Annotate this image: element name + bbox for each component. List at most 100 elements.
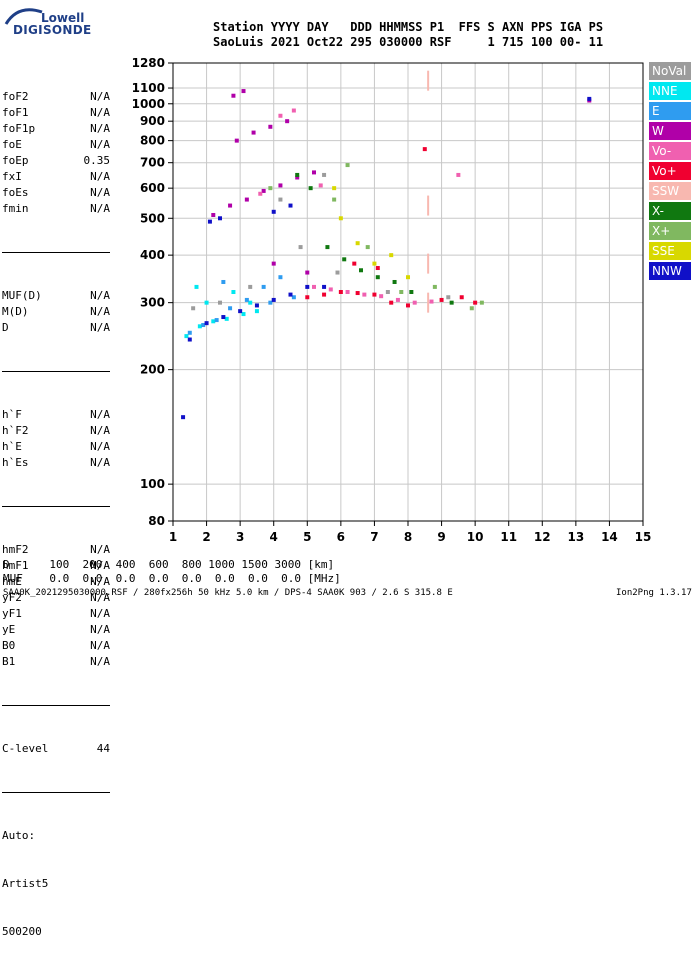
- data-point-e: [187, 330, 192, 335]
- param-row-hme: hmE N/A: [2, 574, 110, 590]
- param-value: N/A: [90, 186, 110, 199]
- param-value: N/A: [90, 202, 110, 215]
- param-name: foF1: [2, 106, 29, 119]
- data-point-nnw: [587, 96, 592, 101]
- y-tick-label: 80: [148, 514, 165, 528]
- c-level-label: C-level: [2, 742, 49, 755]
- legend-item-voplus: Vo+: [649, 162, 691, 180]
- param-value: N/A: [90, 456, 110, 469]
- param-row-hmf1: hmF1 N/A: [2, 558, 110, 574]
- param-value: N/A: [90, 655, 110, 668]
- data-point-xplus: [432, 284, 437, 289]
- data-point-ssw: [427, 195, 430, 216]
- data-point-sse: [355, 241, 360, 246]
- y-tick-label: 300: [140, 296, 165, 310]
- data-point-ssw: [427, 292, 430, 313]
- data-point-vominus: [395, 297, 400, 302]
- separator: [2, 252, 110, 253]
- data-point-voplus: [352, 261, 357, 266]
- data-point-vominus: [291, 108, 296, 113]
- y-tick-label: 1100: [132, 81, 165, 95]
- separator: [2, 506, 110, 507]
- data-point-nne: [231, 290, 236, 294]
- data-point-xminus: [409, 290, 414, 294]
- data-point-xminus: [375, 275, 380, 280]
- x-tick-label: 3: [236, 530, 244, 544]
- data-point-w: [268, 124, 273, 129]
- data-point-nne: [224, 316, 229, 321]
- data-point-voplus: [389, 300, 394, 305]
- data-point-vominus: [318, 183, 323, 188]
- param-value: N/A: [90, 305, 110, 318]
- data-point-noval: [385, 290, 390, 294]
- data-point-sse: [389, 253, 394, 258]
- header-line-1: Station YYYY DAY DDD HHMMSS P1 FFS S AXN…: [213, 20, 604, 34]
- data-point-xplus: [345, 163, 350, 168]
- x-tick-label: 6: [337, 530, 345, 544]
- data-point-w: [312, 170, 316, 175]
- data-point-voplus: [439, 297, 444, 302]
- y-tick-label: 800: [140, 134, 165, 148]
- data-point-noval: [191, 306, 196, 311]
- data-point-w: [271, 261, 276, 266]
- y-tick-label: 100: [140, 477, 165, 491]
- y-tick-label: 1280: [132, 56, 165, 70]
- footer-muf-row: MUF 0.0 0.0 0.0 0.0 0.0 0.0 0.0 0.0 [MHz…: [3, 572, 341, 585]
- data-point-w: [305, 270, 310, 275]
- data-point-xplus: [365, 245, 370, 250]
- data-point-voplus: [338, 290, 343, 294]
- x-tick-label: 5: [303, 530, 311, 544]
- param-value: N/A: [90, 138, 110, 151]
- param-value: N/A: [90, 424, 110, 437]
- data-point-nnw: [305, 284, 310, 289]
- data-point-nne: [184, 334, 189, 339]
- x-tick-label: 15: [635, 530, 652, 544]
- data-point-nnw: [221, 315, 226, 320]
- x-tick-label: 1: [169, 530, 177, 544]
- param-value: N/A: [90, 623, 110, 636]
- data-point-vominus: [328, 287, 333, 292]
- param-name: foF1p: [2, 122, 36, 135]
- data-point-noval: [298, 245, 303, 250]
- param-name: h`Es: [2, 456, 29, 469]
- data-point-nnw: [187, 337, 192, 342]
- param-value: 0.35: [83, 154, 111, 167]
- data-point-sse: [372, 261, 377, 266]
- data-point-nnw: [288, 292, 293, 297]
- param-row-md: M(D) N/A: [2, 304, 110, 320]
- param-value: N/A: [90, 543, 110, 556]
- data-point-e: [261, 284, 266, 289]
- param-row-b0: B0 N/A: [2, 638, 110, 654]
- param-value: N/A: [90, 440, 110, 453]
- separator: [2, 371, 110, 372]
- y-tick-label: 700: [140, 156, 165, 170]
- param-name: fxI: [2, 170, 22, 183]
- param-name: fmin: [2, 202, 29, 215]
- param-row-fxi: fxI N/A: [2, 169, 110, 185]
- data-point-vominus: [362, 292, 367, 297]
- data-point-voplus: [372, 292, 377, 297]
- data-point-vominus: [456, 172, 461, 177]
- data-point-xminus: [342, 257, 347, 262]
- y-tick-label: 400: [140, 248, 165, 262]
- param-name: B0: [2, 639, 16, 652]
- data-point-xplus: [268, 186, 273, 191]
- y-tick-label: 1000: [132, 97, 165, 111]
- param-name: foEs: [2, 186, 29, 199]
- footer-version: Ion2Png 1.3.17: [616, 588, 692, 598]
- data-point-w: [278, 183, 283, 188]
- param-row-he: h`E N/A: [2, 439, 110, 455]
- param-row-hf: h`F N/A: [2, 407, 110, 423]
- data-point-voplus: [459, 295, 464, 300]
- param-row-fmin: fmin N/A: [2, 201, 110, 217]
- data-point-sse: [338, 216, 343, 221]
- param-row-hes: h`Es N/A: [2, 455, 110, 471]
- y-tick-label: 600: [140, 181, 165, 195]
- data-point-nnw: [207, 219, 212, 224]
- legend-item-xplus: X+: [649, 222, 691, 240]
- data-point-xminus: [308, 186, 313, 191]
- data-point-w: [261, 188, 266, 193]
- footer-distance-row: D 100 200 400 600 800 1000 1500 3000 [km…: [3, 558, 335, 571]
- param-row-ye: yE N/A: [2, 622, 110, 638]
- logo-swoosh-icon: [4, 8, 43, 25]
